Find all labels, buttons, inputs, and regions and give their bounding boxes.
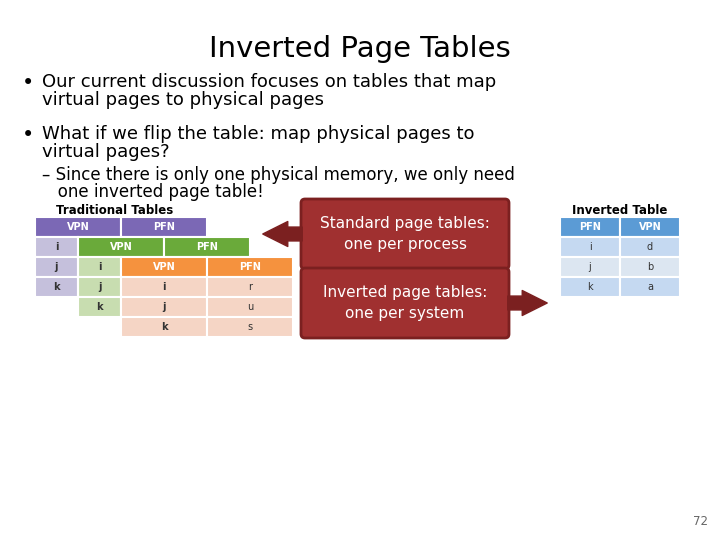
Bar xyxy=(78,257,121,277)
Text: Inverted Table: Inverted Table xyxy=(572,204,667,217)
Text: b: b xyxy=(647,262,653,272)
Bar xyxy=(35,277,78,297)
Bar xyxy=(35,257,78,277)
Text: j: j xyxy=(162,302,166,312)
Text: Inverted Page Tables: Inverted Page Tables xyxy=(209,35,511,63)
Bar xyxy=(560,237,620,257)
Text: •: • xyxy=(22,73,35,93)
Bar xyxy=(164,237,250,257)
Bar xyxy=(121,277,207,297)
Bar xyxy=(620,217,680,237)
Text: s: s xyxy=(248,322,253,332)
Text: i: i xyxy=(589,242,591,252)
Bar xyxy=(620,257,680,277)
Text: PFN: PFN xyxy=(196,242,218,252)
Text: virtual pages?: virtual pages? xyxy=(42,143,170,161)
Text: Inverted page tables:
one per system: Inverted page tables: one per system xyxy=(323,285,487,321)
Text: •: • xyxy=(22,125,35,145)
Bar xyxy=(560,257,620,277)
Text: k: k xyxy=(96,302,103,312)
Text: VPN: VPN xyxy=(109,242,132,252)
Bar xyxy=(35,217,121,237)
Text: PFN: PFN xyxy=(153,222,175,232)
Bar xyxy=(207,257,293,277)
Bar xyxy=(620,237,680,257)
Bar xyxy=(35,237,78,257)
Text: VPN: VPN xyxy=(153,262,176,272)
Text: i: i xyxy=(162,282,166,292)
Text: PFN: PFN xyxy=(239,262,261,272)
FancyArrowPatch shape xyxy=(508,291,547,315)
Text: one inverted page table!: one inverted page table! xyxy=(42,183,264,201)
FancyBboxPatch shape xyxy=(301,268,509,338)
Text: Standard page tables:
one per process: Standard page tables: one per process xyxy=(320,216,490,252)
Text: What if we flip the table: map physical pages to: What if we flip the table: map physical … xyxy=(42,125,474,143)
Text: k: k xyxy=(588,282,593,292)
Text: VPN: VPN xyxy=(67,222,89,232)
Bar xyxy=(121,317,207,337)
Bar xyxy=(620,277,680,297)
FancyArrowPatch shape xyxy=(263,221,302,246)
Bar xyxy=(207,297,293,317)
Bar xyxy=(78,277,121,297)
Bar xyxy=(121,297,207,317)
Bar xyxy=(78,237,164,257)
Text: Traditional Tables: Traditional Tables xyxy=(56,204,174,217)
Text: u: u xyxy=(247,302,253,312)
Bar xyxy=(560,277,620,297)
Text: i: i xyxy=(98,262,102,272)
Text: d: d xyxy=(647,242,653,252)
Text: Our current discussion focuses on tables that map: Our current discussion focuses on tables… xyxy=(42,73,496,91)
Text: a: a xyxy=(647,282,653,292)
Text: j: j xyxy=(55,262,58,272)
Bar xyxy=(121,257,207,277)
Text: r: r xyxy=(248,282,252,292)
Bar xyxy=(207,317,293,337)
Bar xyxy=(121,217,207,237)
Text: 72: 72 xyxy=(693,515,708,528)
Text: VPN: VPN xyxy=(639,222,662,232)
FancyBboxPatch shape xyxy=(301,199,509,269)
Text: k: k xyxy=(161,322,167,332)
Bar xyxy=(560,217,620,237)
Text: PFN: PFN xyxy=(579,222,601,232)
Text: i: i xyxy=(55,242,58,252)
Text: virtual pages to physical pages: virtual pages to physical pages xyxy=(42,91,324,109)
Bar xyxy=(78,297,121,317)
Text: j: j xyxy=(98,282,102,292)
Bar xyxy=(207,277,293,297)
Text: k: k xyxy=(53,282,60,292)
Text: j: j xyxy=(589,262,591,272)
Text: – Since there is only one physical memory, we only need: – Since there is only one physical memor… xyxy=(42,166,515,184)
